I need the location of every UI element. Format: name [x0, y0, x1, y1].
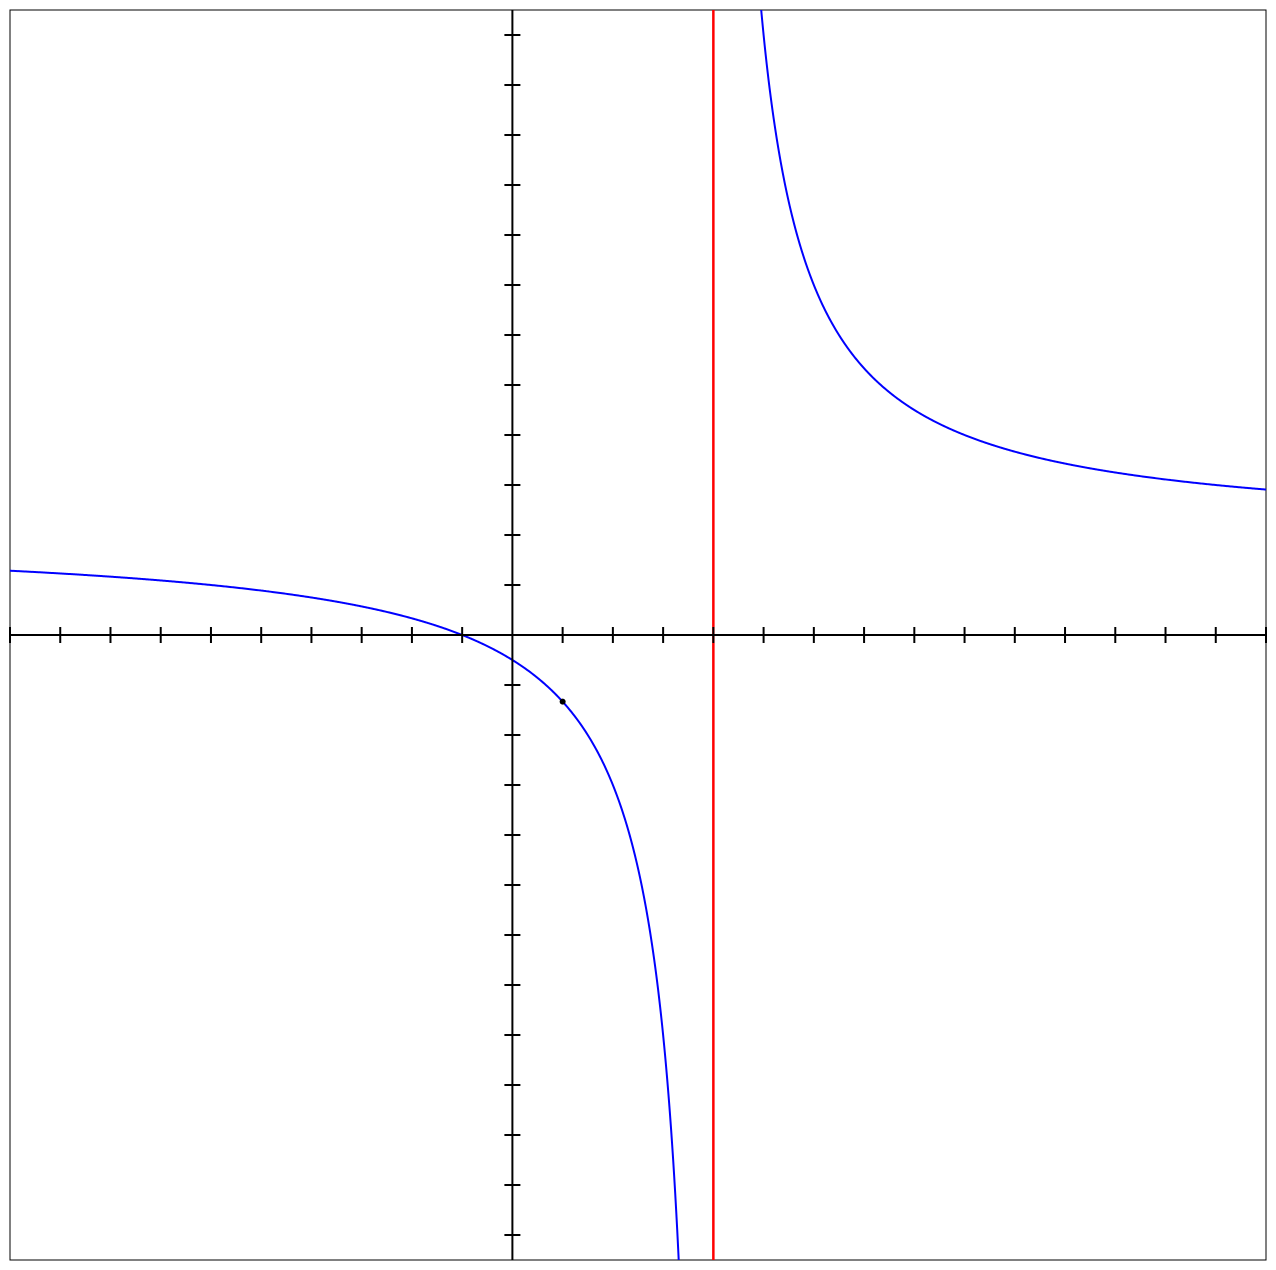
function-plot-chart: [0, 0, 1276, 1270]
plot-svg: [0, 0, 1276, 1270]
